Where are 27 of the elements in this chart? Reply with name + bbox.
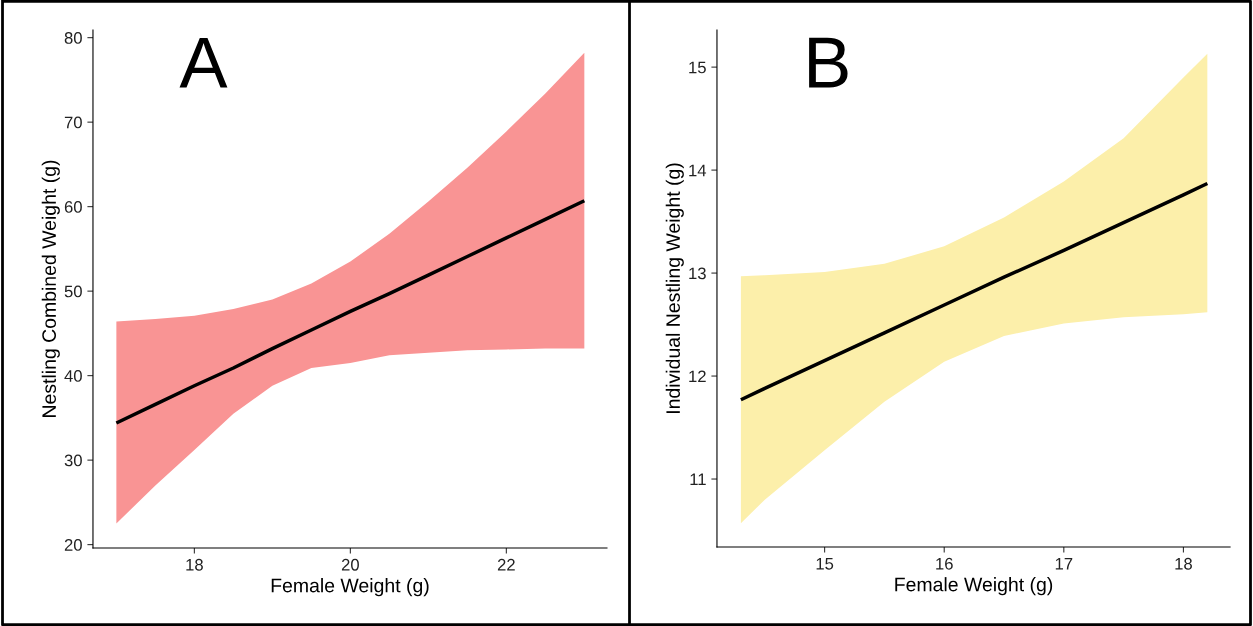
y-axis-title: Nestling Combined Weight (g)	[41, 160, 60, 417]
y-tick-label: 80	[64, 32, 82, 44]
x-tick-label: 15	[816, 558, 834, 570]
y-tick-label: 60	[64, 201, 82, 213]
line-series	[114, 198, 587, 425]
y-tick-label: 12	[689, 370, 706, 383]
y-tick-label: 20	[64, 539, 82, 551]
x-tick-label: 22	[497, 558, 515, 571]
x-axis-title: Female Weight (g)	[271, 578, 429, 597]
x-tick-label: 16	[936, 557, 953, 570]
y-tick-label: 30	[64, 454, 82, 467]
annotation: B	[809, 37, 848, 88]
x-tick-label: 17	[1055, 558, 1073, 570]
y-tick-label: 15	[689, 61, 706, 74]
x-tick-label: 18	[1175, 557, 1192, 570]
y-tick-label: 11	[690, 473, 706, 486]
line-series	[739, 181, 1210, 402]
y-tick-label: 70	[64, 116, 82, 129]
y-tick-label: 40	[64, 370, 82, 382]
y-axis-title: Individual Nestling Weight (g)	[665, 163, 684, 413]
y-tick-label: 13	[689, 267, 706, 280]
x-tick-label: 18	[186, 558, 203, 571]
x-tick-label: 20	[341, 558, 359, 571]
x-axis-title: Female Weight (g)	[895, 577, 1053, 596]
annotation: A	[179, 37, 228, 88]
y-tick-label: 50	[64, 285, 82, 298]
y-tick-label: 14	[689, 164, 707, 177]
